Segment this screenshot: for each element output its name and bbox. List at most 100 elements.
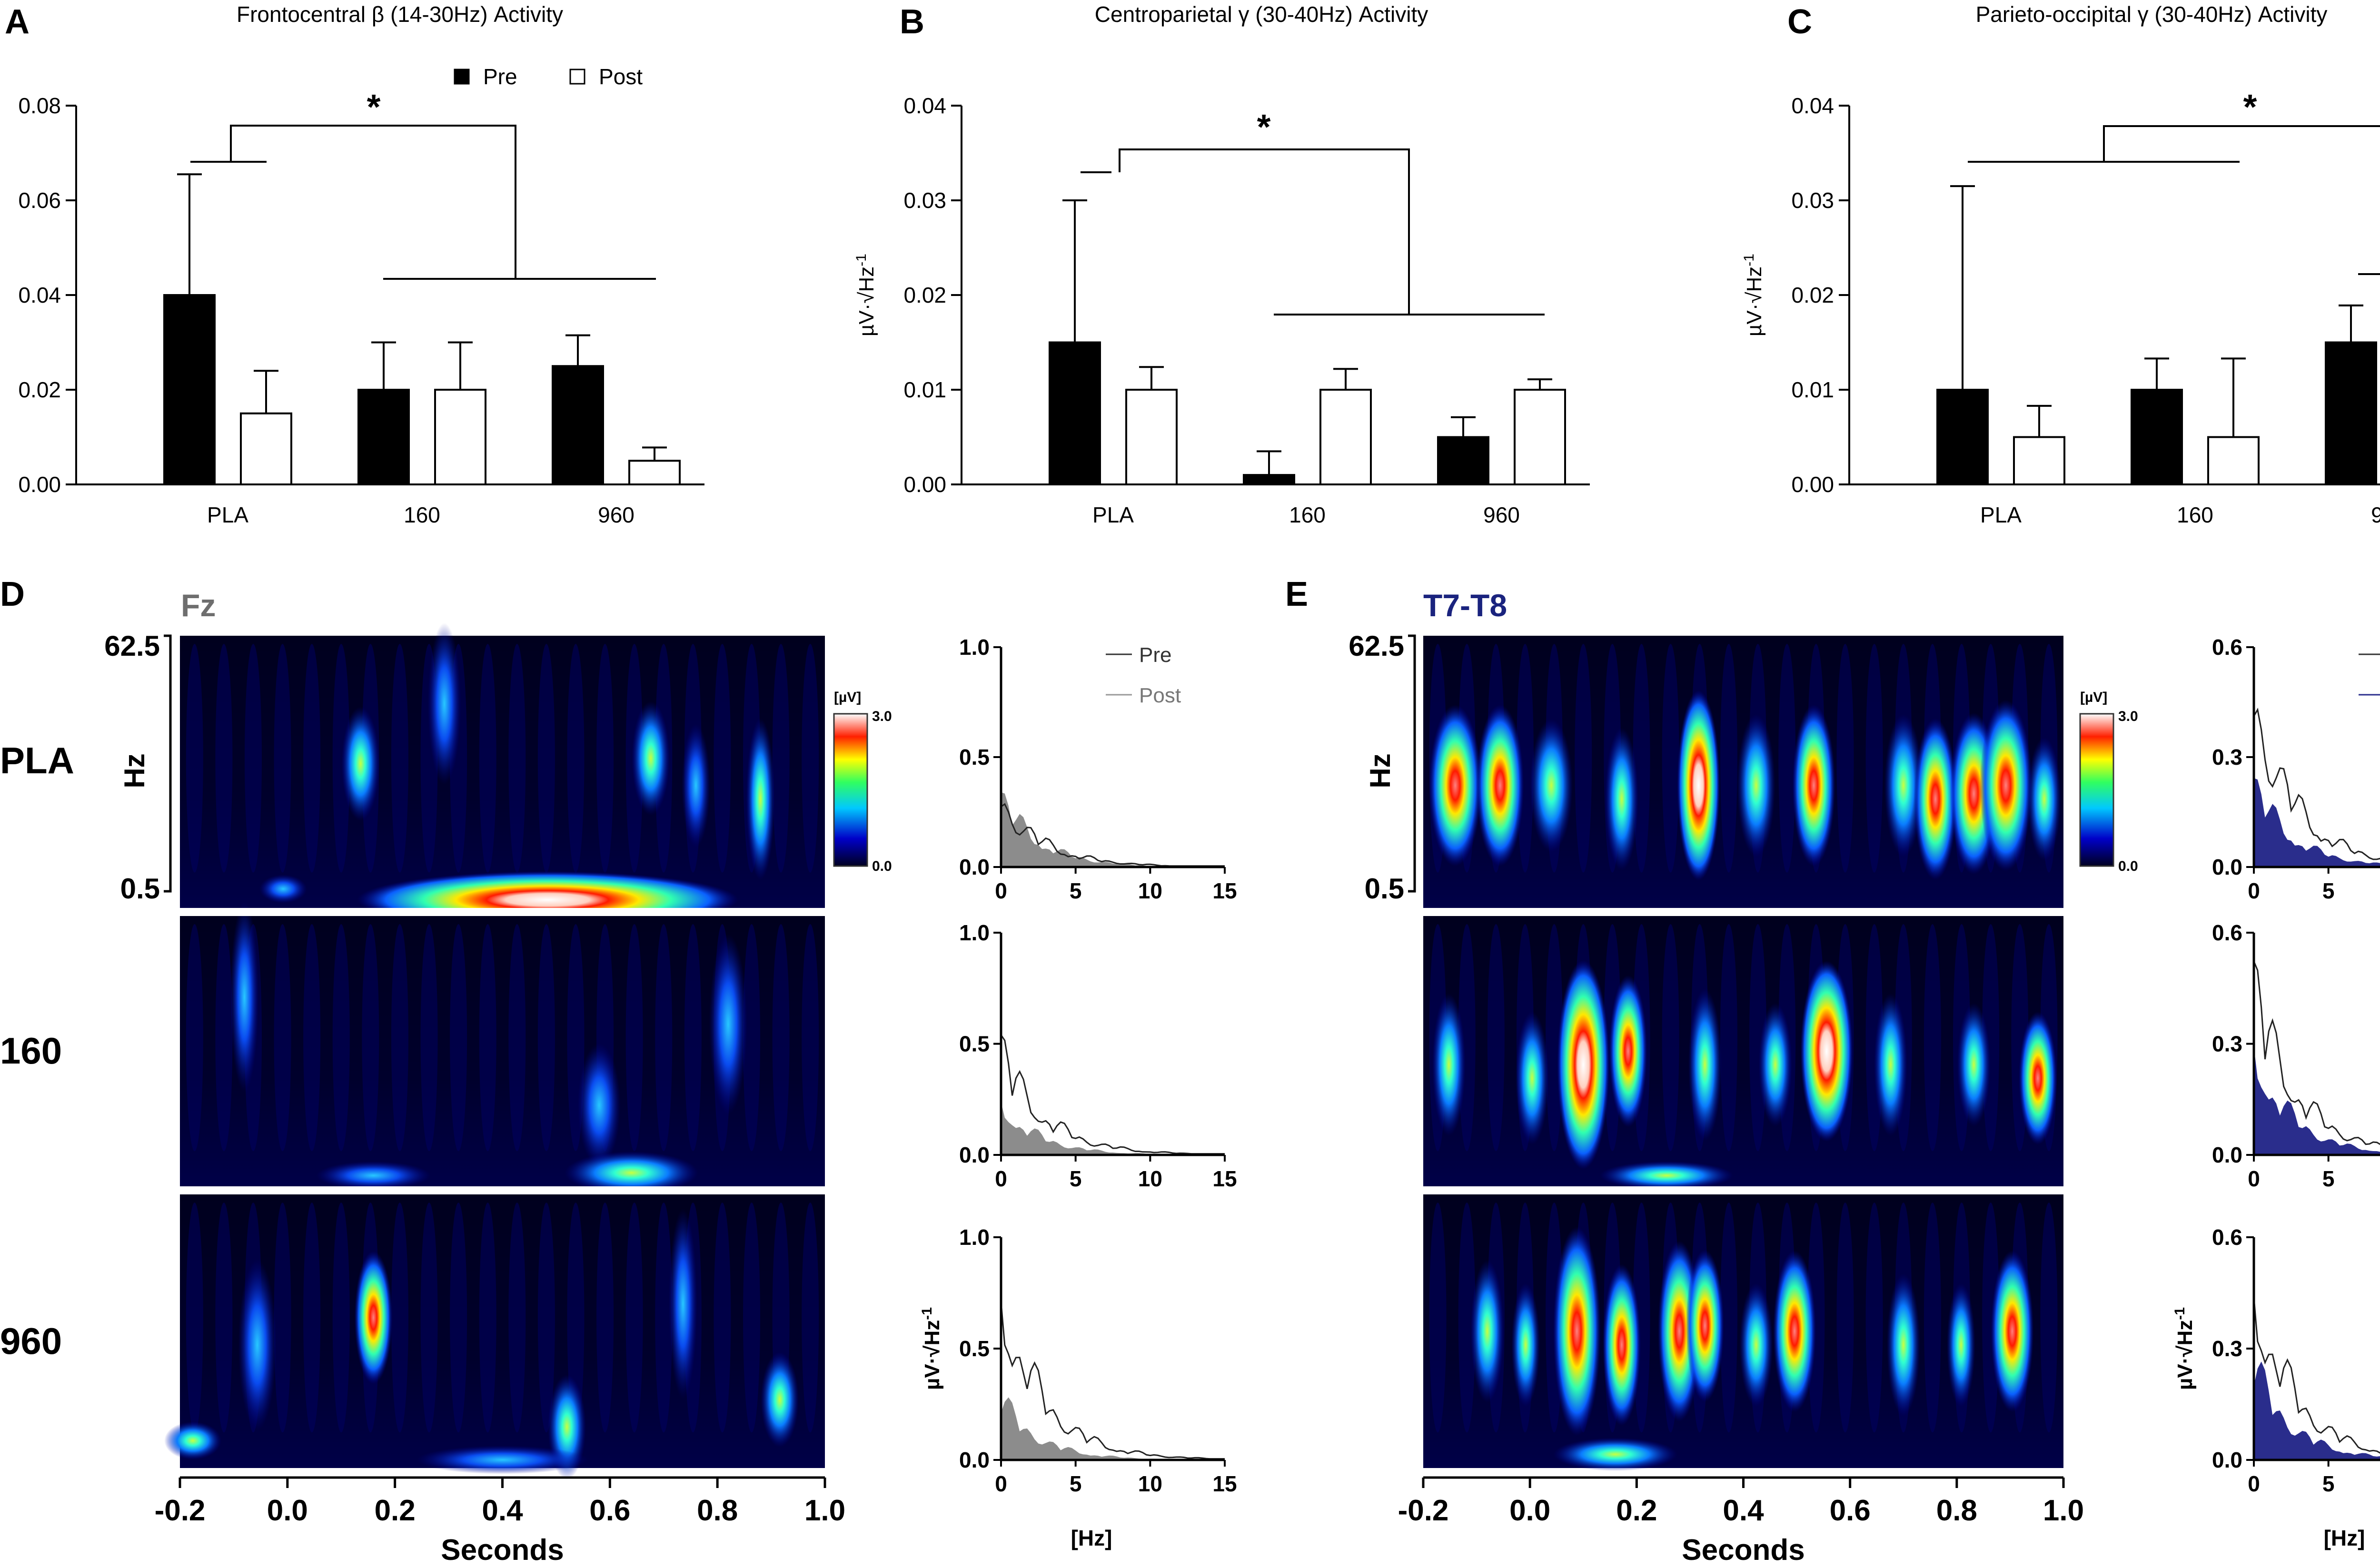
spectrum-PLA: 0.00.30.6051015PrePost: [2212, 635, 2380, 903]
heatmap-band: [596, 644, 614, 873]
y-tick-label: 0.04: [903, 93, 946, 118]
heatmap-band: [1924, 924, 1941, 1152]
spectrum-160: 0.00.30.6051015: [2212, 920, 2380, 1191]
heatmap-blob: [1476, 704, 1524, 867]
heatmap-blob: [416, 1445, 588, 1474]
heatmap-blob: [668, 1209, 697, 1399]
heatmap-band: [508, 644, 526, 873]
heatmap-blob: [1609, 975, 1647, 1127]
spectrum-post-area: [1001, 1397, 1225, 1460]
heatmap-blob: [1946, 1283, 1975, 1407]
heatmap-blob: [632, 701, 670, 816]
heatmap-blob: [1677, 690, 1720, 881]
spectrum-post-area: [2254, 1046, 2380, 1155]
panel-letter: C: [1787, 3, 1812, 41]
bar-chart-C: C Parieto-occipital γ (30-40Hz) Activity 0…: [1741, 2, 2380, 527]
spectrum-y-tick-label: 0.0: [959, 1448, 990, 1472]
y-tick-label: 0.03: [903, 188, 946, 213]
spectrum-y-axis-label: µV·√Hz-1: [2172, 1307, 2197, 1390]
x-tick-label: 0.0: [1509, 1494, 1550, 1527]
spectrum-960: 0.0 0.5 1.0 0 5 10 15 µV·√Hz-1 [Hz]: [919, 1225, 1237, 1550]
y-axis-label-sup: -1: [1741, 254, 1757, 266]
heatmap-blob: [427, 623, 461, 785]
y-axis-label: Hz: [119, 753, 150, 788]
spectrum-PLA: 0.0 0.5 1.0 0 5 10 15 Pre Post: [959, 635, 1237, 903]
heatmap-band: [655, 924, 673, 1152]
heatmap-band: [391, 644, 408, 873]
spectrum-x-tick-label: 0: [995, 1471, 1007, 1496]
legend-post-swatch: [569, 69, 585, 85]
heatmap-band: [802, 924, 819, 1152]
heatmap-960: [1423, 1194, 2063, 1471]
x-tick-label: 160: [404, 503, 440, 527]
row-separator: [1423, 908, 2063, 916]
heatmap-band: [274, 1202, 291, 1433]
x-tick-label: PLA: [1092, 503, 1134, 527]
spectrum-y-tick-label: 1.0: [959, 635, 990, 660]
heatmap-band: [596, 1202, 614, 1433]
bar-pre-160: [1243, 474, 1295, 485]
x-tick-label: 0.4: [482, 1494, 523, 1527]
x-tick-label: 160: [1289, 503, 1326, 527]
bar-post-PLA: [2013, 436, 2065, 485]
significance-star: *: [1257, 107, 1271, 147]
y-tick-bottom: 0.5: [120, 873, 160, 905]
heatmap-band: [655, 1202, 673, 1433]
y-tick-label: 0.02: [1791, 283, 1834, 307]
y-tick-label: 0.01: [903, 377, 946, 402]
spectrum-x-axis-label: [Hz]: [1071, 1526, 1112, 1550]
heatmap-blob: [1688, 988, 1722, 1141]
spectrum-y-tick-label: 1.0: [959, 920, 990, 945]
heatmap-blob: [1914, 718, 1957, 880]
heatmap-band: [1575, 644, 1592, 873]
chart-title: Parieto-occipital γ (30-40Hz) Activity: [1976, 2, 2328, 27]
heatmap-band: [1429, 1202, 1447, 1433]
x-tick-label: PLA: [1980, 503, 2022, 527]
heatmap-160: [1423, 916, 2063, 1190]
spectrum-y-axis-label-sup: -1: [2172, 1307, 2188, 1320]
heatmap-band: [420, 924, 438, 1152]
spectrum-y-tick-label: 0.0: [2212, 1143, 2242, 1167]
colorbar-max: 3.0: [2118, 709, 2138, 724]
heatmap-band: [391, 924, 408, 1152]
bar-post-160: [2207, 436, 2260, 485]
bar-chart-B: B Centroparietal γ (30-40Hz) Activity 0.00…: [853, 2, 1590, 527]
heatmap-band: [215, 924, 233, 1152]
heatmap-band: [479, 924, 496, 1152]
heatmap-band: [479, 644, 496, 873]
y-tick-label: 0.00: [18, 472, 61, 497]
heatmap-band: [625, 1202, 643, 1433]
heatmap-band: [450, 924, 467, 1152]
heatmap-blob: [164, 1421, 222, 1460]
bar-panels: A Frontocentral β (14-30Hz) Activity 0.00 0…: [5, 2, 2380, 527]
heatmap-band: [1865, 644, 1883, 873]
heatmap-blob: [761, 1352, 799, 1448]
spectrum-y-tick-label: 0.0: [959, 855, 990, 879]
heatmap-blob: [354, 1251, 393, 1384]
heatmap-blob: [1553, 1226, 1601, 1436]
heatmap-band: [743, 924, 761, 1152]
heatmap-band: [714, 1202, 731, 1433]
heatmap-blob: [1737, 714, 1775, 857]
heatmap-band: [802, 1202, 819, 1433]
heatmap-band: [684, 924, 702, 1152]
spectrum-x-tick-label: 10: [1138, 1471, 1162, 1496]
panel-letter: D: [0, 575, 25, 613]
heatmap-band: [186, 924, 203, 1152]
spectrum-x-tick-label: 0: [995, 1166, 1007, 1191]
heatmap-band: [215, 644, 233, 873]
legend-post-label: Post: [1139, 684, 1181, 707]
spectrum-y-tick-label: 0.5: [959, 1032, 990, 1056]
heatmap-band: [802, 644, 819, 873]
heatmap-band: [303, 924, 321, 1152]
x-tick-label: 0.2: [375, 1494, 416, 1527]
heatmap-blob: [341, 706, 380, 821]
heatmap-band: [508, 924, 526, 1152]
row-label: 960: [0, 1320, 62, 1362]
bar-pre-160: [357, 389, 410, 485]
heatmap-band: [274, 644, 291, 873]
heatmap-band: [215, 1202, 233, 1433]
x-axis-label: Seconds: [441, 1534, 564, 1567]
bar-chart-A: A Frontocentral β (14-30Hz) Activity 0.00 0…: [5, 2, 704, 527]
electrode-label: Fz: [181, 588, 216, 623]
